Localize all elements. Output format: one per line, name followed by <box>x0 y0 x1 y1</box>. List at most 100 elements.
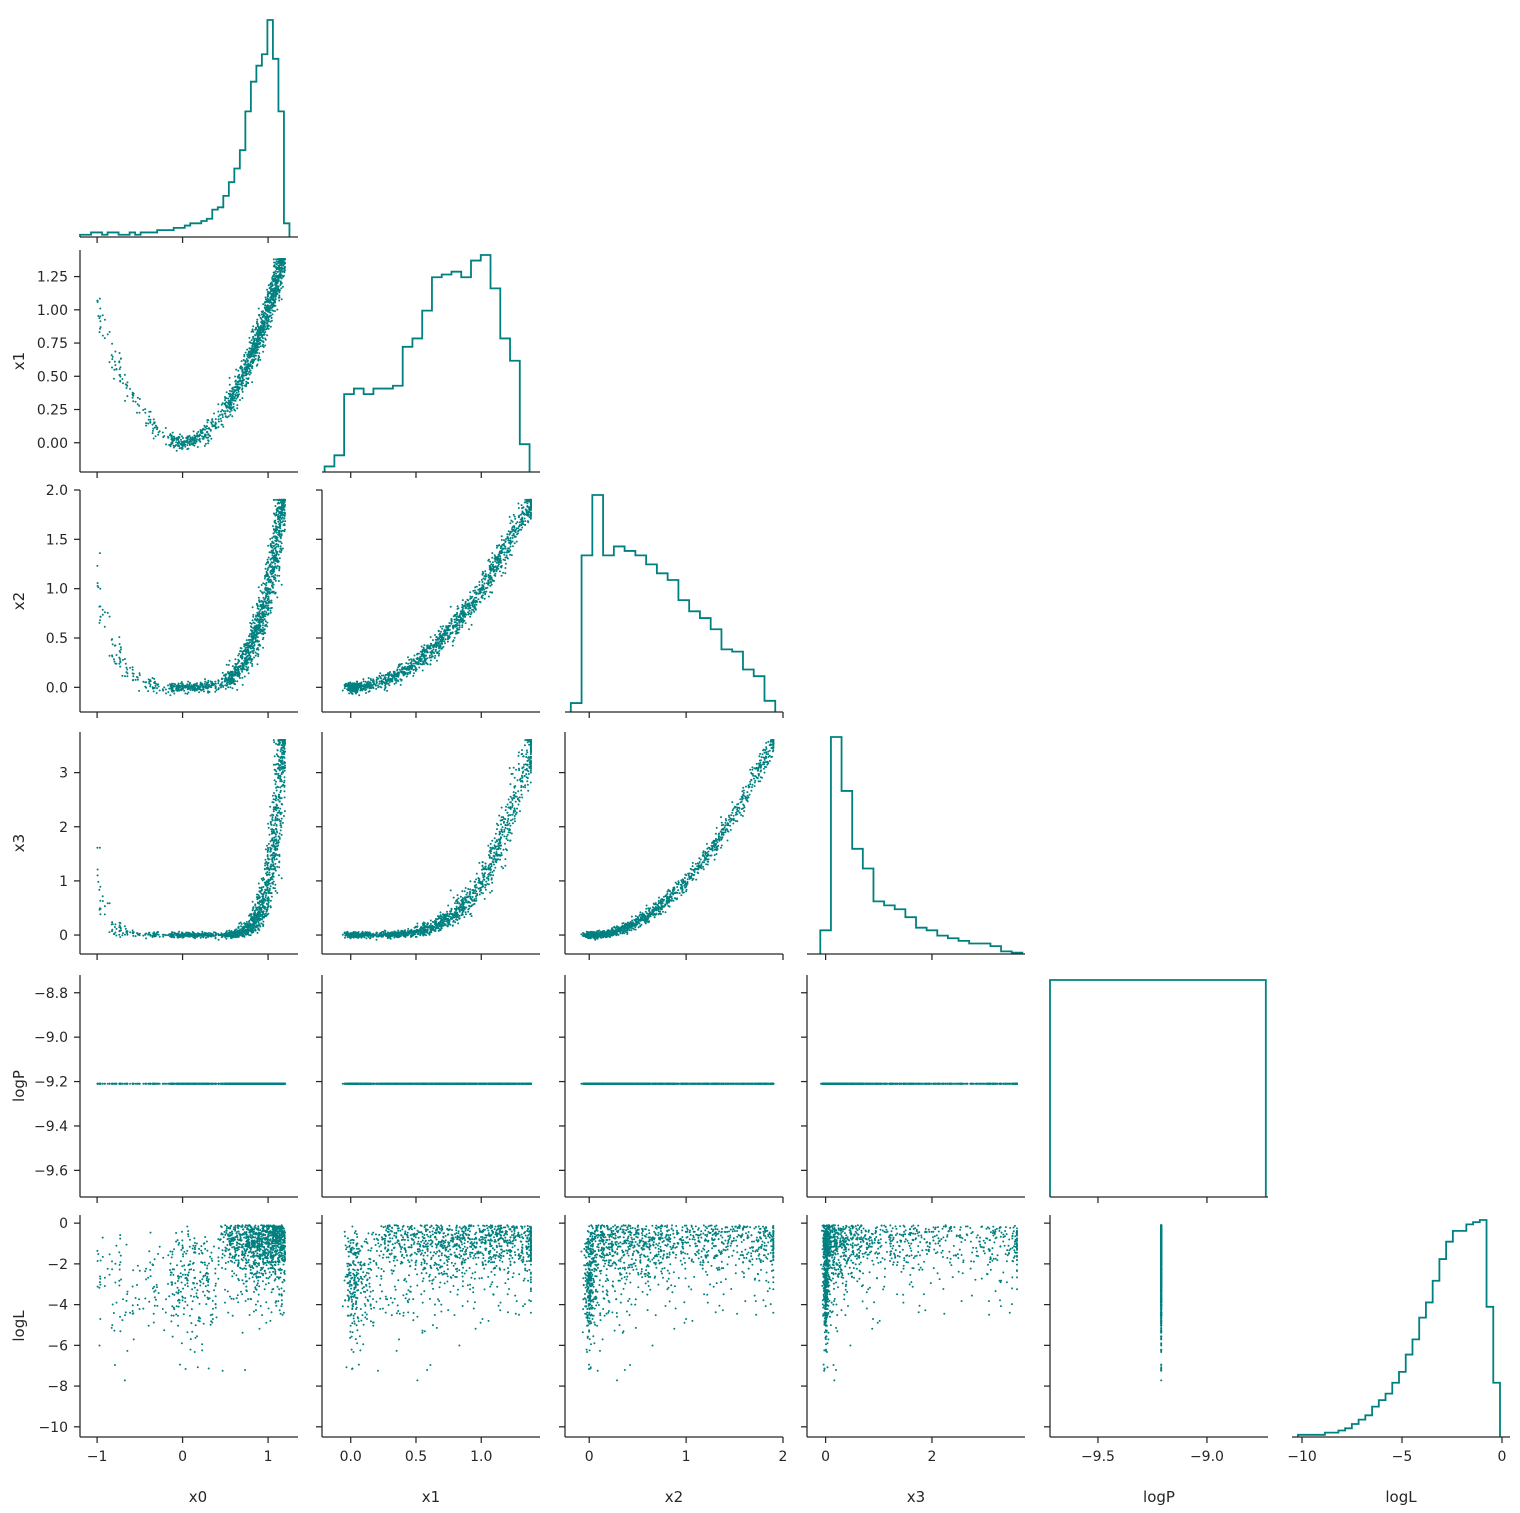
data-point <box>278 265 280 267</box>
data-point <box>279 262 281 264</box>
data-point <box>501 565 503 567</box>
data-point <box>277 516 279 518</box>
data-point <box>413 672 415 674</box>
data-point <box>270 579 272 581</box>
data-point <box>494 566 496 568</box>
data-point <box>238 670 240 672</box>
data-point <box>268 284 270 286</box>
data-point <box>180 683 182 685</box>
data-point <box>113 658 115 660</box>
data-point <box>197 431 199 433</box>
data-point <box>255 352 257 354</box>
data-point <box>251 631 253 633</box>
data-point <box>148 932 150 934</box>
data-point <box>193 435 195 437</box>
data-point <box>259 605 261 607</box>
data-point <box>239 377 241 379</box>
data-point <box>215 683 217 685</box>
data-point <box>269 806 271 808</box>
data-point <box>242 380 244 382</box>
data-point <box>465 604 467 606</box>
data-point <box>428 648 430 650</box>
data-point <box>445 638 447 640</box>
data-point <box>278 861 280 863</box>
data-point <box>255 634 257 636</box>
data-point <box>193 686 195 688</box>
data-point <box>183 690 185 692</box>
data-point <box>104 337 106 339</box>
data-point <box>394 679 396 681</box>
data-point <box>274 531 276 533</box>
data-point <box>348 692 350 694</box>
data-point <box>395 682 397 684</box>
data-point <box>165 692 167 694</box>
data-point <box>274 515 276 517</box>
data-point <box>491 552 493 554</box>
data-point <box>210 438 212 440</box>
data-point <box>190 440 192 442</box>
data-point <box>519 525 521 527</box>
data-point <box>261 584 263 586</box>
data-point <box>96 847 98 849</box>
data-point <box>408 659 410 661</box>
data-point <box>177 687 179 689</box>
data-point <box>165 427 167 429</box>
data-point <box>252 614 254 616</box>
data-point <box>279 833 281 835</box>
data-point <box>222 402 224 404</box>
data-point <box>231 415 233 417</box>
data-point <box>282 822 284 824</box>
data-point <box>279 557 281 559</box>
data-point <box>283 523 285 525</box>
data-point <box>527 499 529 501</box>
data-point <box>388 684 390 686</box>
data-point <box>284 258 286 260</box>
data-point <box>271 288 273 290</box>
data-point <box>281 744 283 746</box>
data-point <box>275 258 277 260</box>
data-point <box>465 622 467 624</box>
data-point <box>503 552 505 554</box>
data-point <box>475 600 477 602</box>
data-point <box>468 628 470 630</box>
data-point <box>271 541 273 543</box>
data-point <box>265 313 267 315</box>
data-point <box>279 516 281 518</box>
data-point <box>367 681 369 683</box>
data-point <box>252 619 254 621</box>
data-point <box>226 683 228 685</box>
data-point <box>430 647 432 649</box>
data-point <box>270 312 272 314</box>
data-point <box>113 661 115 663</box>
data-point <box>243 359 245 361</box>
data-point <box>360 687 362 689</box>
data-point <box>513 525 515 527</box>
data-point <box>251 367 253 369</box>
data-point <box>120 648 122 650</box>
data-point <box>272 582 274 584</box>
data-point <box>511 554 513 556</box>
data-point <box>240 650 242 652</box>
data-point <box>234 658 236 660</box>
data-point <box>138 690 140 692</box>
data-point <box>280 507 282 509</box>
data-point <box>528 511 530 513</box>
data-point <box>357 683 359 685</box>
data-point <box>283 506 285 508</box>
data-point <box>477 589 479 591</box>
data-point <box>218 680 220 682</box>
data-point <box>250 651 252 653</box>
data-point <box>139 674 141 676</box>
data-point <box>220 411 222 413</box>
data-point <box>264 578 266 580</box>
data-point <box>201 931 203 933</box>
data-point <box>188 688 190 690</box>
data-point <box>252 348 254 350</box>
data-point <box>269 292 271 294</box>
data-point <box>277 280 279 282</box>
data-point <box>274 505 276 507</box>
data-point <box>180 441 182 443</box>
data-point <box>182 448 184 450</box>
data-point <box>255 652 257 654</box>
data-point <box>255 327 257 329</box>
